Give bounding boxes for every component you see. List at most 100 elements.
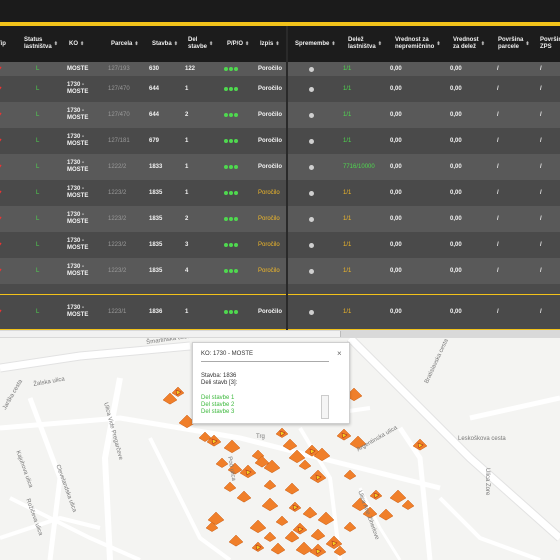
column-header-1[interactable]: Status lastništva ⬍ bbox=[24, 26, 58, 62]
building-marker-icon[interactable] bbox=[215, 457, 229, 468]
sort-icon[interactable]: ⬍ bbox=[331, 40, 336, 47]
heart-icon[interactable]: ♥ bbox=[0, 102, 2, 128]
close-icon[interactable]: × bbox=[337, 349, 342, 358]
radio-icon[interactable] bbox=[309, 62, 314, 76]
report-link[interactable]: Poročilo bbox=[258, 308, 283, 315]
building-marker-icon[interactable] bbox=[207, 511, 225, 526]
building-marker-icon[interactable] bbox=[236, 490, 252, 503]
popup-item-2[interactable]: Del stavbe 2 bbox=[201, 402, 235, 408]
column-header-11[interactable]: Vrednost za delež ⬍ bbox=[453, 26, 485, 62]
map[interactable]: Šmartinska cesta Žalska ulica Jarška cesta… bbox=[0, 338, 560, 560]
radio-icon[interactable] bbox=[309, 102, 314, 128]
popup-item-1[interactable]: Del stavbe 1 bbox=[201, 395, 235, 401]
report-link[interactable]: Poročilo bbox=[258, 65, 283, 72]
column-header-2[interactable]: KO ⬍ bbox=[69, 26, 84, 62]
column-header-8[interactable]: Spremembe ⬍ bbox=[295, 26, 336, 62]
heart-icon[interactable]: ♥ bbox=[0, 180, 2, 206]
table-row[interactable]: ♥ L 1730 - MOSTE 1223/2 1835 4 Poročilo 1/1 0,00… bbox=[0, 258, 560, 284]
heart-icon[interactable]: ♥ bbox=[0, 154, 2, 180]
building-marker-icon[interactable] bbox=[401, 499, 415, 510]
building-marker-icon[interactable] bbox=[362, 506, 378, 519]
building-marker-icon[interactable] bbox=[270, 542, 286, 555]
table-row[interactable]: ♥ L 1730 - MOSTE 1223/2 1835 3 Poročilo 1/1 0,00… bbox=[0, 232, 560, 258]
radio-icon[interactable] bbox=[309, 180, 314, 206]
building-marker-icon[interactable] bbox=[284, 530, 300, 543]
building-marker-icon[interactable] bbox=[205, 521, 219, 532]
sort-icon[interactable]: ⬍ bbox=[480, 40, 485, 47]
sort-icon[interactable]: ⬍ bbox=[436, 40, 441, 47]
heart-icon[interactable]: ♥ bbox=[0, 128, 2, 154]
column-header-12[interactable]: Površina parcele ⬍ bbox=[498, 26, 530, 62]
building-marker-icon[interactable] bbox=[228, 534, 244, 547]
popup-scrollbar[interactable] bbox=[321, 395, 329, 419]
building-marker-icon[interactable] bbox=[317, 511, 335, 526]
building-marker-icon[interactable] bbox=[333, 545, 347, 556]
popup-item-3[interactable]: Del stavbe 3 bbox=[201, 409, 235, 415]
sort-icon[interactable]: ⬍ bbox=[377, 40, 382, 47]
sort-icon[interactable]: ⬍ bbox=[173, 40, 178, 47]
table-row[interactable]: ♥ L 1730 - MOSTE 1223/2 1835 1 Poročilo 1/1 0,00… bbox=[0, 180, 560, 206]
radio-icon[interactable] bbox=[309, 76, 314, 102]
building-marker-icon[interactable] bbox=[223, 439, 241, 454]
map-canvas[interactable] bbox=[0, 338, 560, 560]
table-row[interactable]: ♥ L 1730 - MOSTE 1223/1 1836 1 Poročilo 1/1 0,00… bbox=[0, 294, 560, 330]
building-marker-icon[interactable] bbox=[223, 481, 237, 492]
report-link[interactable]: Poročilo bbox=[258, 267, 280, 274]
radio-icon[interactable] bbox=[309, 294, 314, 330]
heart-icon[interactable]: ♥ bbox=[0, 294, 2, 330]
building-marker-icon[interactable] bbox=[389, 489, 407, 504]
building-marker-icon[interactable] bbox=[198, 431, 212, 442]
building-marker-icon[interactable] bbox=[263, 479, 277, 490]
building-marker-icon[interactable] bbox=[288, 449, 306, 464]
radio-icon[interactable] bbox=[309, 154, 314, 180]
building-marker-icon[interactable] bbox=[295, 541, 313, 556]
column-header-7[interactable]: Izpis ⬍ bbox=[260, 26, 280, 62]
report-link[interactable]: Poročilo bbox=[258, 85, 283, 92]
column-header-3[interactable]: Parcela ⬍ bbox=[111, 26, 139, 62]
building-marker-icon[interactable] bbox=[249, 519, 267, 534]
building-marker-icon[interactable] bbox=[162, 392, 178, 405]
column-header-10[interactable]: Vrednost za nepremičnino ⬍ bbox=[395, 26, 441, 62]
building-marker-icon[interactable] bbox=[310, 528, 326, 541]
sort-icon[interactable]: ⬍ bbox=[209, 40, 214, 47]
building-marker-icon[interactable] bbox=[313, 447, 331, 462]
building-marker-icon[interactable] bbox=[282, 438, 298, 451]
building-marker-icon[interactable] bbox=[284, 482, 300, 495]
report-link[interactable]: Poročilo bbox=[258, 163, 283, 170]
table-row[interactable]: ♥ L 1730 - MOSTE 1223/2 1835 2 Poročilo 1/1 0,00… bbox=[0, 206, 560, 232]
column-header-5[interactable]: Del stavbe ⬍ bbox=[188, 26, 213, 62]
report-link[interactable]: Poročilo bbox=[258, 137, 283, 144]
table-row[interactable]: ♥ L 1730 - MOSTE 127/181 679 1 Poročilo 1/1 0,00… bbox=[0, 128, 560, 154]
scrollbar-thumb[interactable] bbox=[0, 331, 341, 337]
sort-icon[interactable]: ⬍ bbox=[53, 40, 58, 47]
report-link[interactable]: Poročilo bbox=[258, 111, 283, 118]
report-link[interactable]: Poročilo bbox=[258, 215, 280, 222]
sort-icon[interactable]: ⬍ bbox=[80, 40, 85, 47]
heart-icon[interactable]: ♥ bbox=[0, 62, 2, 76]
sort-icon[interactable]: ⬍ bbox=[245, 40, 250, 47]
building-marker-icon[interactable] bbox=[275, 515, 289, 526]
column-header-4[interactable]: Stavba ⬍ bbox=[152, 26, 178, 62]
table-row[interactable]: ♥ L 1730 - MOSTE 127/470 644 1 Poročilo 1/1 0,00… bbox=[0, 76, 560, 102]
column-header-0[interactable]: Tip bbox=[0, 26, 6, 62]
building-marker-icon[interactable] bbox=[378, 508, 394, 521]
building-marker-icon[interactable] bbox=[263, 531, 277, 542]
column-header-13[interactable]: Površina ZPS bbox=[540, 26, 560, 62]
radio-icon[interactable] bbox=[309, 232, 314, 258]
building-marker-icon[interactable] bbox=[302, 506, 318, 519]
building-marker-icon[interactable] bbox=[349, 435, 367, 450]
heart-icon[interactable]: ♥ bbox=[0, 258, 2, 284]
table-row[interactable]: ♥ L 1730 - MOSTE 127/470 644 2 Poročilo 1/1 0,00… bbox=[0, 102, 560, 128]
heart-icon[interactable]: ♥ bbox=[0, 206, 2, 232]
sort-icon[interactable]: ⬍ bbox=[134, 40, 139, 47]
radio-icon[interactable] bbox=[309, 128, 314, 154]
building-marker-icon[interactable] bbox=[227, 462, 243, 475]
building-marker-icon[interactable] bbox=[254, 455, 270, 468]
sort-icon[interactable]: ⬍ bbox=[525, 40, 530, 47]
column-divider[interactable] bbox=[286, 26, 288, 330]
table-row[interactable]: ♥ L MOSTE 127/193 630 122 Poročilo 1/1 0,00 0,00 /… bbox=[0, 62, 560, 76]
building-marker-icon[interactable] bbox=[343, 469, 357, 480]
building-marker-icon[interactable] bbox=[351, 497, 369, 512]
column-header-9[interactable]: Delež lastništva ⬍ bbox=[348, 26, 382, 62]
building-marker-icon[interactable] bbox=[298, 459, 312, 470]
